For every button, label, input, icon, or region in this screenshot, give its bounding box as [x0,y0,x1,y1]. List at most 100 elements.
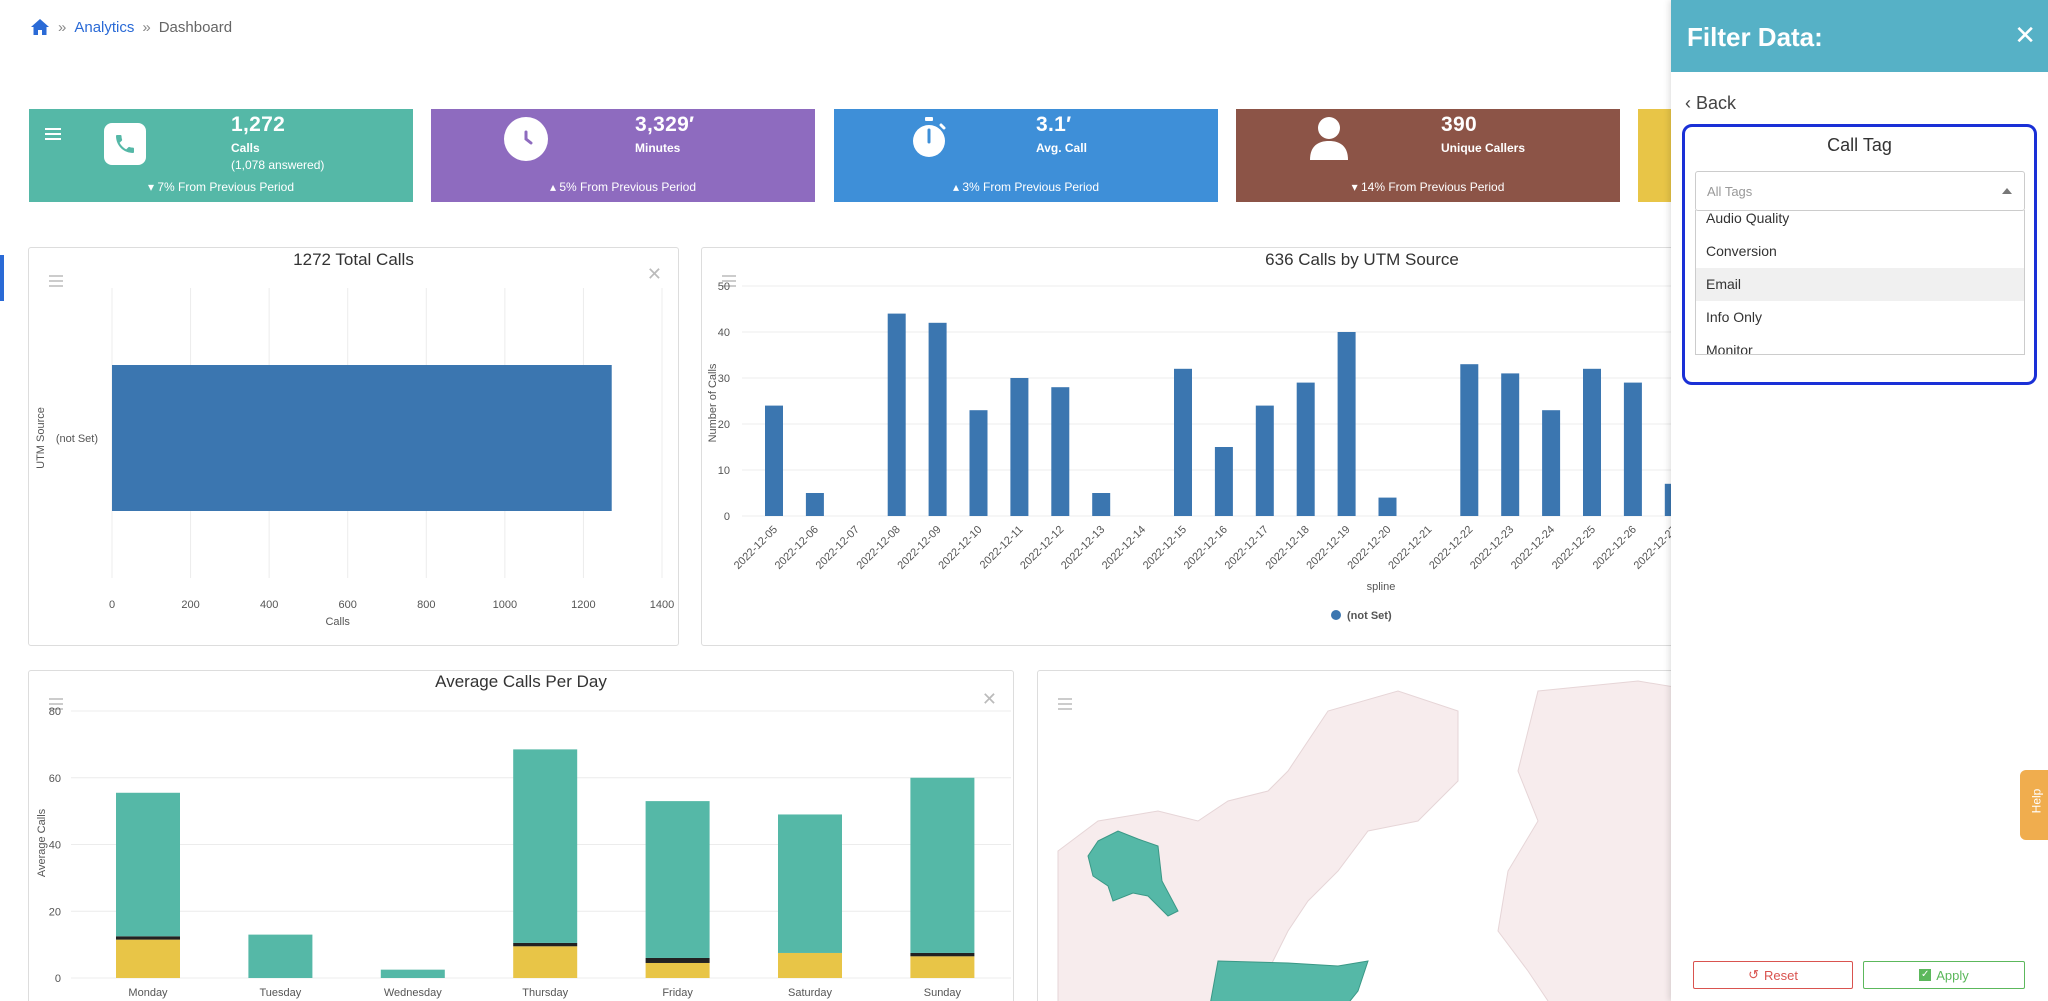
close-icon[interactable]: ✕ [646,264,662,284]
bar [1174,368,1192,516]
stat-value: 1,272 [231,113,286,136]
bar-segment [645,962,710,978]
user-icon [1308,117,1350,160]
utm-source-panel: 636 Calls by UTM Source 0 10 20 30 40 50 2022-… [701,247,1692,646]
stat-card-unique-callers[interactable]: 390 Unique Callers ▾ 14% From Previous P… [1236,109,1620,202]
chart-menu-icon[interactable] [722,272,736,290]
y-tick-label: 0 [55,973,61,985]
bar [1092,493,1111,516]
stat-trend: ▾ 14% From Previous Period [1351,180,1505,194]
y-tick-label: 40 [49,840,61,852]
x-tick-label: Friday [662,987,693,999]
bar [1296,382,1315,516]
x-tick-label: 600 [339,599,357,611]
x-tick-label: Monday [128,987,168,999]
stat-card-calls[interactable]: 1,272 Calls (1,078 answered) ▾ 7% From P… [29,109,413,202]
utm-source-chart: 010203040502022-12-052022-12-062022-12-0… [707,281,1692,622]
back-button[interactable]: ‹ Back [1685,93,1736,114]
close-icon[interactable]: ✕ [981,689,997,709]
x-axis-label: spline [1367,581,1396,593]
bar-segment [116,939,180,978]
call-tag-select[interactable]: All Tags [1695,171,2025,211]
bar-segment [910,777,975,953]
call-tag-options[interactable]: Audio Quality Conversion Email Info Only… [1695,210,2025,355]
reset-button[interactable]: ↺ Reset [1693,961,1853,989]
map-region-alaska[interactable] [1087,830,1179,917]
tag-option-info-only[interactable]: Info Only [1706,309,1763,325]
bar-segment [645,957,710,963]
stat-value: 390 [1441,113,1477,136]
checkbox-icon: ✓ [1919,969,1932,981]
world-map [1057,680,1697,1001]
map-region-europe-asia[interactable] [1497,680,1697,1001]
bar-segment [380,969,445,978]
avg-calls-panel: Average Calls Per Day ✕ 0 20 40 60 80 Monday T… [28,670,1014,1001]
stat-sub: (1,078 answered) [231,158,325,172]
stat-card-minutes[interactable]: 3,329′ Minutes ▴ 5% From Previous Period [431,109,815,202]
help-tab[interactable]: Help [2020,770,2048,840]
bar-segment [778,952,842,978]
call-tag-filter: Call Tag All Tags Audio Quality Conversi… [1682,124,2037,385]
bar [1051,387,1070,516]
bar-segment [248,934,313,978]
bar-segment [910,952,975,957]
y-tick-label: 80 [49,706,61,718]
map-region-usa[interactable] [1208,960,1369,1001]
x-tick-label: Saturday [788,987,833,999]
bar [1623,382,1642,516]
bar-segment [910,956,975,978]
apply-button[interactable]: ✓ Apply [1863,961,2025,989]
bar [1583,368,1601,516]
x-tick-label: 800 [417,599,435,611]
caret-up-icon: ▴ [952,180,963,194]
stat-label: Minutes [635,141,681,155]
x-tick-label: 0 [109,599,115,611]
y-axis-label: UTM Source [35,407,47,469]
y-tick-label: 20 [49,906,61,918]
y-tick-label: 60 [49,773,61,785]
chart-title: Average Calls Per Day [435,672,607,691]
chart-menu-icon[interactable] [1058,695,1072,713]
breadcrumb-analytics-link[interactable]: Analytics [74,18,135,36]
bar [1501,373,1520,516]
breadcrumb: » Analytics » Dashboard [30,18,232,36]
tag-option-audio-quality[interactable]: Audio Quality [1706,210,1790,226]
bar [1010,378,1029,516]
caret-up-icon: ▴ [549,180,560,194]
chart-menu-icon[interactable] [49,272,63,290]
chart-menu-icon[interactable] [49,695,63,713]
apply-label: Apply [1936,967,1969,983]
x-tick-label: 1000 [493,599,517,611]
stat-card-avg-call[interactable]: 3.1′ Avg. Call ▴ 3% From Previous Period [834,109,1218,202]
stat-trend: ▴ 5% From Previous Period [549,180,697,194]
drawer-header: Filter Data: ✕ [1671,0,2048,72]
x-tick-label: 2022-12-10 [936,524,984,572]
stat-value: 3,329′ [635,113,695,136]
caret-down-icon: ▾ [147,180,158,194]
tag-option-monitor[interactable]: Monitor [1706,342,1753,355]
stat-label: Avg. Call [1036,141,1087,155]
bar [112,365,612,511]
bar [1337,332,1356,516]
undo-icon: ↺ [1748,967,1759,982]
x-tick-label: 200 [181,599,199,611]
avg-calls-chart: 0 20 40 60 80 Monday Tuesday Wednesday Thursday F… [36,706,1011,999]
x-tick-label: 1400 [650,599,674,611]
chevron-left-icon: ‹ [1685,93,1691,113]
x-tick-label: 1200 [571,599,595,611]
caret-up-icon[interactable] [2002,188,2012,194]
x-tick-label: 400 [260,599,278,611]
tag-option-email[interactable]: Email [1696,268,2024,301]
bar [1378,497,1397,516]
call-tag-title: Call Tag [1827,135,1892,155]
tag-option-conversion[interactable]: Conversion [1706,243,1777,259]
home-icon[interactable] [30,18,50,36]
close-icon[interactable]: ✕ [2014,20,2036,50]
caret-down-icon: ▾ [1351,180,1361,194]
bar-segment [513,946,578,978]
bar [1460,364,1479,516]
y-tick-label: 30 [718,373,730,385]
legend-marker [1331,610,1341,620]
menu-icon[interactable] [45,127,61,146]
x-tick-label: Thursday [522,987,568,999]
